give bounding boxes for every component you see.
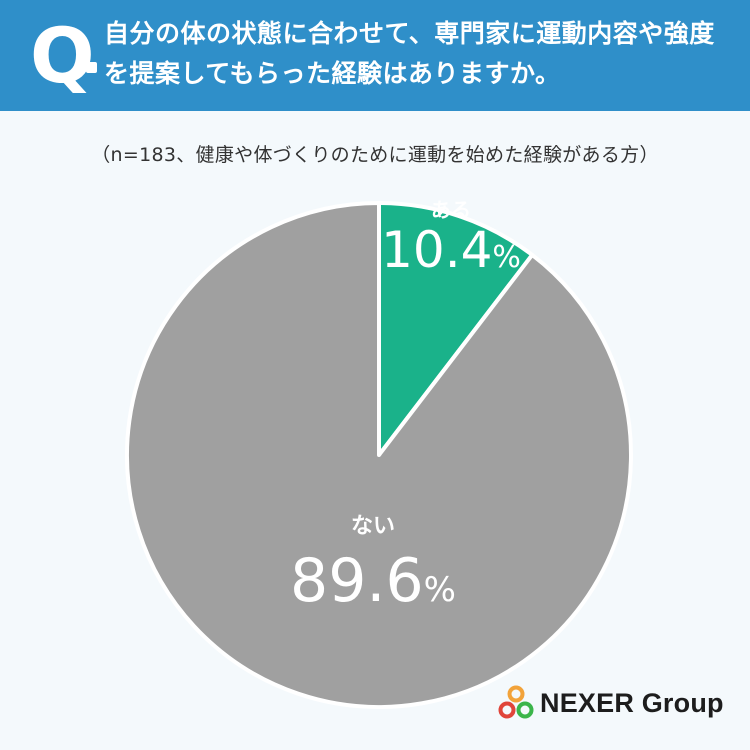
- slice-value-0: 10.4%: [381, 221, 521, 279]
- question-text: 自分の体の状態に合わせて、専門家に運動内容や強度を提案してもらった経験はあります…: [104, 19, 715, 88]
- pie-slice-0: [377, 201, 535, 457]
- nexer-logo: NEXER Group: [498, 683, 724, 723]
- slice-value-1: 89.6%: [290, 546, 456, 616]
- q-dot: [86, 62, 97, 73]
- pie-slice-1: [125, 201, 633, 709]
- logo-text: NEXER Group: [540, 687, 724, 718]
- q-mark: Q: [30, 11, 95, 100]
- pie-slices: [125, 201, 633, 709]
- nexer-rings-icon: [498, 685, 534, 719]
- question-header: Q 自分の体の状態に合わせて、専門家に運動内容や強度を提案してもらった経験はあり…: [0, 0, 750, 111]
- slice-label-1: ない: [351, 514, 395, 539]
- sample-note: （n=183、健康や体づくりのために運動を始めた経験がある方）: [91, 144, 659, 166]
- slice-label-0: ある: [431, 198, 471, 222]
